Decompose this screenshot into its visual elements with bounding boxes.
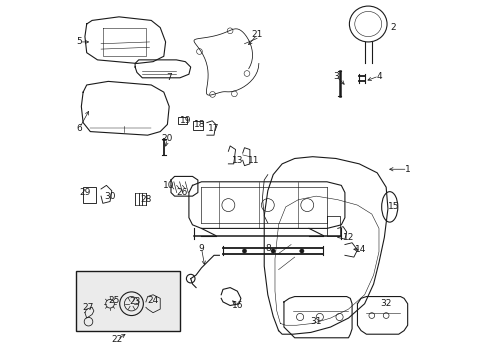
Text: 29: 29 [79, 188, 90, 197]
Text: 22: 22 [111, 335, 122, 344]
Text: 20: 20 [162, 134, 173, 143]
Text: 14: 14 [355, 246, 366, 255]
Text: 28: 28 [140, 195, 151, 204]
Text: 19: 19 [179, 116, 191, 125]
Text: 3: 3 [332, 72, 338, 81]
Text: 4: 4 [375, 72, 381, 81]
Text: 32: 32 [380, 299, 391, 308]
Text: 6: 6 [77, 123, 82, 132]
Text: 15: 15 [387, 202, 398, 211]
Text: 9: 9 [198, 244, 204, 253]
Text: 12: 12 [342, 233, 353, 242]
Circle shape [270, 249, 275, 253]
Text: 13: 13 [231, 156, 243, 165]
Text: 30: 30 [104, 192, 116, 201]
Text: 5: 5 [77, 37, 82, 46]
FancyBboxPatch shape [76, 271, 180, 330]
Text: 18: 18 [194, 120, 205, 129]
Text: 27: 27 [82, 303, 94, 312]
Text: 1: 1 [404, 165, 410, 174]
Text: 23: 23 [129, 297, 141, 306]
Text: 7: 7 [166, 73, 172, 82]
Text: 16: 16 [231, 301, 243, 310]
Circle shape [242, 249, 246, 253]
Text: 17: 17 [208, 123, 219, 132]
Text: 10: 10 [163, 181, 175, 190]
Circle shape [299, 249, 304, 253]
Text: 26: 26 [176, 188, 187, 197]
Text: 21: 21 [251, 30, 262, 39]
Text: 31: 31 [310, 317, 321, 326]
Text: 25: 25 [108, 296, 119, 305]
Text: 24: 24 [147, 296, 158, 305]
Text: 11: 11 [247, 156, 259, 165]
Text: 2: 2 [390, 23, 395, 32]
Text: 8: 8 [264, 244, 270, 253]
